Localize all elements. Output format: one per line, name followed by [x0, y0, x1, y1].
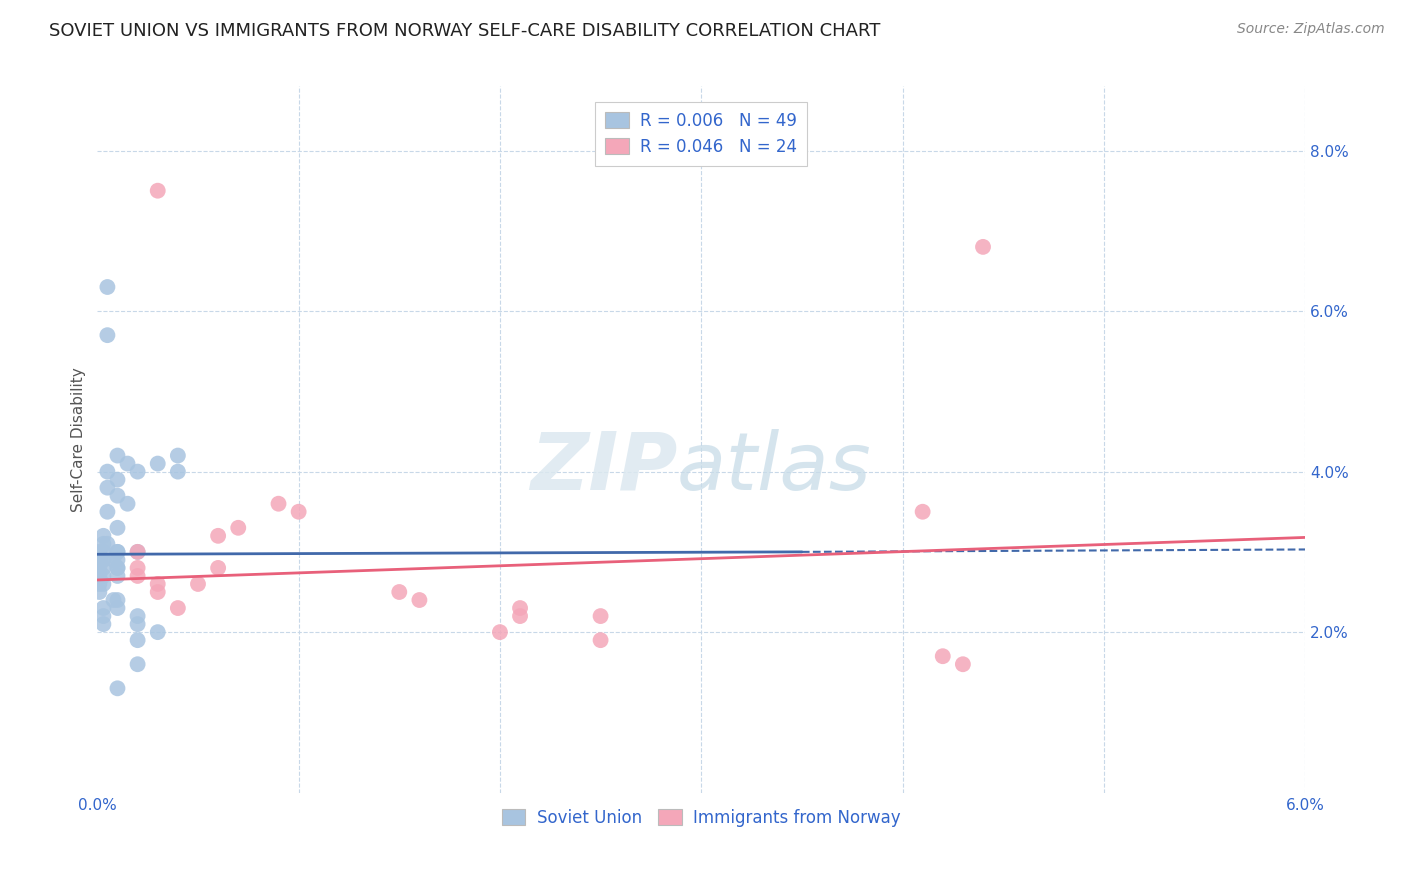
- Point: [287, 505, 309, 519]
- Point: [107, 521, 129, 535]
- Point: [388, 585, 411, 599]
- Point: [117, 497, 139, 511]
- Point: [146, 585, 169, 599]
- Point: [127, 545, 149, 559]
- Point: [93, 569, 115, 583]
- Point: [93, 537, 115, 551]
- Point: [89, 545, 111, 559]
- Point: [127, 657, 149, 672]
- Point: [146, 184, 169, 198]
- Point: [167, 449, 190, 463]
- Point: [89, 585, 111, 599]
- Point: [103, 593, 125, 607]
- Point: [107, 545, 129, 559]
- Point: [146, 457, 169, 471]
- Point: [107, 449, 129, 463]
- Point: [267, 497, 290, 511]
- Point: [93, 545, 115, 559]
- Point: [127, 633, 149, 648]
- Point: [207, 529, 229, 543]
- Text: atlas: atlas: [678, 429, 872, 507]
- Point: [932, 649, 955, 664]
- Point: [93, 609, 115, 624]
- Point: [93, 529, 115, 543]
- Point: [107, 601, 129, 615]
- Point: [107, 561, 129, 575]
- Point: [93, 577, 115, 591]
- Point: [127, 609, 149, 624]
- Point: [93, 561, 115, 575]
- Point: [509, 609, 531, 624]
- Point: [167, 465, 190, 479]
- Point: [89, 569, 111, 583]
- Point: [96, 481, 118, 495]
- Point: [107, 553, 129, 567]
- Point: [107, 489, 129, 503]
- Point: [489, 625, 512, 640]
- Point: [96, 280, 118, 294]
- Point: [96, 328, 118, 343]
- Point: [408, 593, 430, 607]
- Text: SOVIET UNION VS IMMIGRANTS FROM NORWAY SELF-CARE DISABILITY CORRELATION CHART: SOVIET UNION VS IMMIGRANTS FROM NORWAY S…: [49, 22, 880, 40]
- Point: [107, 593, 129, 607]
- Point: [127, 617, 149, 632]
- Point: [127, 545, 149, 559]
- Legend: Soviet Union, Immigrants from Norway: Soviet Union, Immigrants from Norway: [495, 803, 908, 834]
- Point: [226, 521, 249, 535]
- Point: [127, 561, 149, 575]
- Point: [509, 601, 531, 615]
- Y-axis label: Self-Care Disability: Self-Care Disability: [72, 368, 86, 512]
- Point: [93, 601, 115, 615]
- Point: [167, 601, 190, 615]
- Point: [107, 545, 129, 559]
- Point: [146, 577, 169, 591]
- Point: [117, 457, 139, 471]
- Point: [187, 577, 209, 591]
- Text: Source: ZipAtlas.com: Source: ZipAtlas.com: [1237, 22, 1385, 37]
- Point: [103, 553, 125, 567]
- Point: [972, 240, 994, 254]
- Point: [96, 537, 118, 551]
- Point: [127, 465, 149, 479]
- Point: [107, 681, 129, 696]
- Point: [89, 577, 111, 591]
- Point: [146, 625, 169, 640]
- Point: [93, 553, 115, 567]
- Point: [89, 553, 111, 567]
- Point: [93, 617, 115, 632]
- Point: [96, 465, 118, 479]
- Point: [589, 633, 612, 648]
- Point: [589, 609, 612, 624]
- Point: [107, 473, 129, 487]
- Point: [107, 561, 129, 575]
- Point: [911, 505, 934, 519]
- Point: [127, 569, 149, 583]
- Point: [89, 561, 111, 575]
- Point: [96, 505, 118, 519]
- Text: ZIP: ZIP: [530, 429, 678, 507]
- Point: [207, 561, 229, 575]
- Point: [952, 657, 974, 672]
- Point: [107, 569, 129, 583]
